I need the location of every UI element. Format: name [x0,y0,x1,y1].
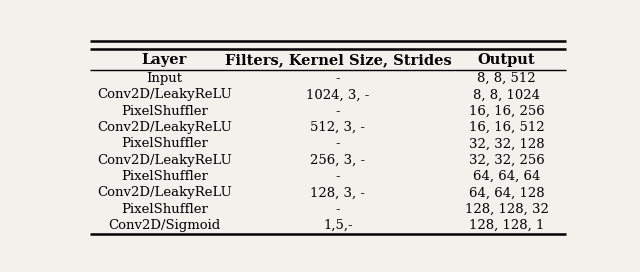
Text: 128, 3, -: 128, 3, - [310,186,365,199]
Text: Input: Input [147,72,182,85]
Text: -: - [335,72,340,85]
Text: 32, 32, 256: 32, 32, 256 [468,154,545,167]
Text: 8, 8, 1024: 8, 8, 1024 [473,88,540,101]
Text: Conv2D/LeakyReLU: Conv2D/LeakyReLU [97,88,232,101]
Text: 128, 128, 1: 128, 128, 1 [469,219,544,232]
Text: PixelShuffler: PixelShuffler [121,170,208,183]
Text: 1024, 3, -: 1024, 3, - [306,88,370,101]
Text: 1,5,-: 1,5,- [323,219,353,232]
Text: 256, 3, -: 256, 3, - [310,154,365,167]
Text: Conv2D/LeakyReLU: Conv2D/LeakyReLU [97,154,232,167]
Text: -: - [335,170,340,183]
Text: 32, 32, 128: 32, 32, 128 [468,137,545,150]
Text: -: - [335,137,340,150]
Text: 512, 3, -: 512, 3, - [310,121,365,134]
Text: 64, 64, 64: 64, 64, 64 [473,170,540,183]
Text: PixelShuffler: PixelShuffler [121,203,208,216]
Text: Layer: Layer [141,53,187,67]
Text: Conv2D/LeakyReLU: Conv2D/LeakyReLU [97,186,232,199]
Text: Output: Output [477,53,536,67]
Text: 16, 16, 512: 16, 16, 512 [468,121,545,134]
Text: 8, 8, 512: 8, 8, 512 [477,72,536,85]
Text: -: - [335,203,340,216]
Text: Conv2D/Sigmoid: Conv2D/Sigmoid [108,219,220,232]
Text: 64, 64, 128: 64, 64, 128 [468,186,545,199]
Text: PixelShuffler: PixelShuffler [121,137,208,150]
Text: 128, 128, 32: 128, 128, 32 [465,203,548,216]
Text: 16, 16, 256: 16, 16, 256 [468,105,545,118]
Text: -: - [335,105,340,118]
Text: Filters, Kernel Size, Strides: Filters, Kernel Size, Strides [225,53,451,67]
Text: PixelShuffler: PixelShuffler [121,105,208,118]
Text: Conv2D/LeakyReLU: Conv2D/LeakyReLU [97,121,232,134]
